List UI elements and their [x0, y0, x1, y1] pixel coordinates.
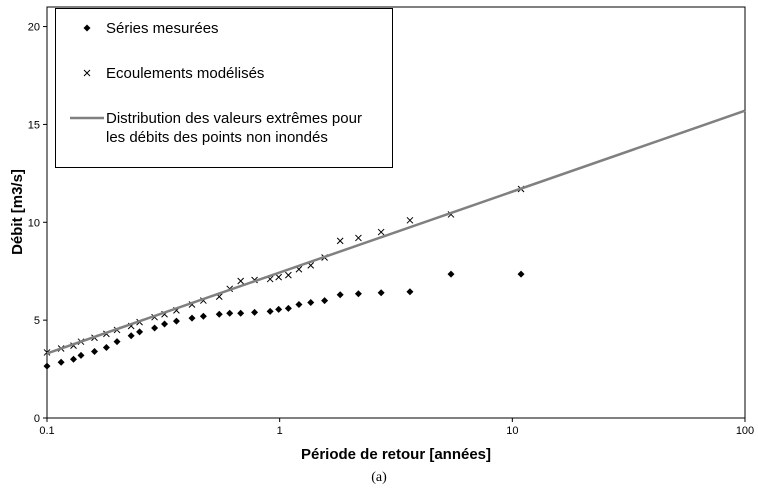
- x-marker: [237, 277, 245, 285]
- diamond-marker: [102, 344, 110, 352]
- legend-label: Séries mesurées: [106, 20, 219, 37]
- legend-label: Distribution des valeurs extrêmes pour l…: [106, 110, 362, 146]
- caption: (a): [371, 470, 387, 485]
- x-marker: [83, 69, 91, 77]
- diamond-marker: [161, 320, 169, 328]
- diamond-marker: [215, 310, 223, 318]
- diamond-marker: [136, 328, 144, 336]
- diamond-marker: [284, 304, 292, 312]
- x-marker: [336, 237, 344, 245]
- y-tick-label: 15: [28, 119, 40, 131]
- legend-symbol: [83, 69, 91, 77]
- diamond-marker: [266, 307, 274, 315]
- y-tick-label: 5: [34, 315, 40, 327]
- x-marker: [406, 216, 414, 224]
- diamond-marker: [83, 24, 91, 32]
- diamond-marker: [113, 338, 121, 346]
- diamond-marker: [127, 332, 135, 340]
- diamond-marker: [237, 309, 245, 317]
- diamond-marker: [377, 289, 385, 297]
- x-marker: [355, 234, 362, 242]
- x-tick-label: 0.1: [39, 425, 54, 437]
- y-tick-label: 10: [28, 217, 40, 229]
- y-tick-label: 20: [28, 22, 40, 34]
- diamond-marker: [43, 362, 51, 370]
- diamond-marker: [151, 324, 159, 332]
- diamond-marker: [188, 314, 196, 322]
- diamond-marker: [172, 317, 180, 325]
- plot-frame: [46, 6, 746, 419]
- x-tick-label: 1: [277, 425, 283, 437]
- diamond-marker: [251, 308, 259, 316]
- x-axis-title: Période de retour [années]: [301, 446, 491, 463]
- diamond-marker: [90, 347, 98, 355]
- x-tick-label: 100: [736, 425, 754, 437]
- legend-symbol: [70, 116, 104, 120]
- x-marker: [275, 273, 283, 281]
- diamond-marker: [354, 290, 362, 298]
- diamond-marker: [70, 355, 78, 363]
- x-marker: [285, 271, 292, 279]
- legend-label: Ecoulements modélisés: [106, 65, 265, 82]
- diamond-marker: [275, 305, 283, 313]
- diamond-marker: [57, 358, 65, 366]
- diamond-marker: [336, 291, 344, 299]
- legend-entry: Ecoulements modélisés: [56, 64, 381, 83]
- y-axis-title: Débit [m3/s]: [9, 169, 26, 255]
- diamond-marker: [517, 270, 525, 278]
- diamond-marker: [307, 299, 315, 307]
- fit-line: [46, 109, 746, 355]
- x-tick-label: 10: [506, 425, 518, 437]
- legend: Séries mesurées Ecoulements modélisés Dist…: [55, 8, 393, 168]
- diamond-marker: [226, 309, 234, 317]
- diamond-marker: [447, 270, 455, 278]
- diamond-marker: [295, 300, 303, 308]
- legend-entry: Distribution des valeurs extrêmes pour l…: [56, 109, 381, 147]
- diamond-marker: [77, 351, 85, 359]
- x-marker: [377, 228, 385, 236]
- diamond-marker: [406, 288, 414, 296]
- legend-entry: Séries mesurées: [56, 19, 381, 38]
- diamond-marker: [321, 297, 329, 305]
- y-tick-label: 0: [34, 413, 40, 425]
- legend-symbol: [83, 24, 91, 32]
- diamond-marker: [199, 312, 207, 320]
